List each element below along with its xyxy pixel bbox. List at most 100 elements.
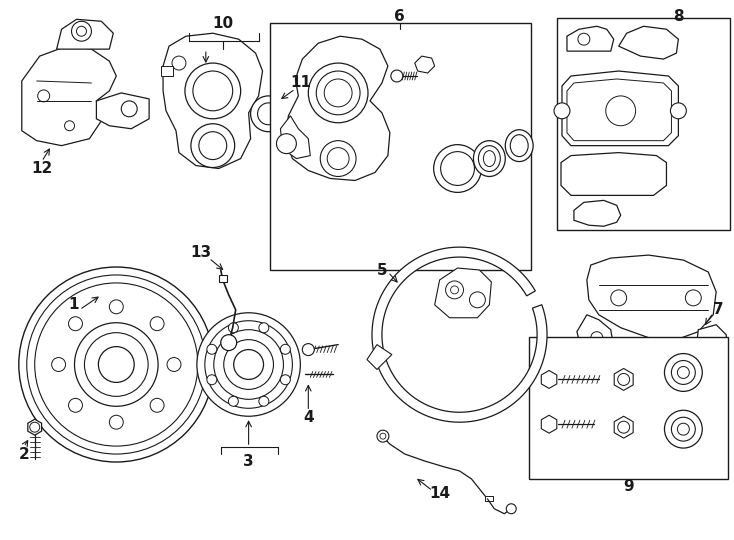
Polygon shape — [415, 56, 435, 73]
Circle shape — [277, 134, 297, 153]
Circle shape — [185, 63, 241, 119]
Circle shape — [578, 33, 590, 45]
Circle shape — [470, 292, 485, 308]
Polygon shape — [697, 325, 728, 361]
Circle shape — [705, 342, 715, 352]
Circle shape — [506, 504, 516, 514]
Circle shape — [34, 283, 198, 446]
Text: 5: 5 — [377, 262, 388, 278]
Circle shape — [302, 343, 314, 355]
Circle shape — [611, 290, 627, 306]
Circle shape — [434, 145, 482, 192]
Polygon shape — [541, 370, 557, 388]
Circle shape — [664, 410, 702, 448]
Polygon shape — [286, 36, 390, 180]
Circle shape — [280, 375, 291, 384]
Polygon shape — [567, 79, 672, 140]
Polygon shape — [435, 268, 491, 318]
Circle shape — [19, 267, 214, 462]
Circle shape — [109, 300, 123, 314]
Circle shape — [71, 21, 92, 41]
Circle shape — [391, 70, 403, 82]
Circle shape — [199, 132, 227, 160]
Ellipse shape — [505, 130, 533, 161]
Text: 9: 9 — [623, 480, 634, 495]
Text: 13: 13 — [190, 245, 211, 260]
Ellipse shape — [479, 146, 501, 172]
Polygon shape — [372, 247, 547, 422]
Circle shape — [207, 345, 217, 354]
Polygon shape — [567, 26, 614, 51]
Circle shape — [150, 317, 164, 330]
Circle shape — [554, 103, 570, 119]
Circle shape — [167, 357, 181, 372]
Polygon shape — [163, 33, 263, 168]
Text: 7: 7 — [713, 302, 724, 318]
Circle shape — [250, 96, 286, 132]
Ellipse shape — [510, 134, 528, 157]
Circle shape — [664, 354, 702, 391]
Circle shape — [440, 152, 474, 185]
Circle shape — [320, 140, 356, 177]
Circle shape — [686, 290, 701, 306]
Circle shape — [98, 347, 134, 382]
Polygon shape — [619, 26, 678, 59]
Polygon shape — [28, 419, 42, 435]
Circle shape — [193, 71, 233, 111]
Text: 10: 10 — [212, 16, 233, 31]
Circle shape — [677, 423, 689, 435]
Polygon shape — [280, 116, 310, 159]
Text: 1: 1 — [68, 298, 79, 312]
Circle shape — [214, 330, 283, 400]
Polygon shape — [562, 71, 678, 146]
Bar — [271, 23, 531, 270]
Circle shape — [224, 340, 274, 389]
Circle shape — [26, 275, 206, 454]
Circle shape — [228, 396, 239, 406]
Polygon shape — [541, 415, 557, 433]
Circle shape — [451, 286, 459, 294]
Circle shape — [197, 313, 300, 416]
Bar — [557, 18, 730, 230]
Circle shape — [316, 71, 360, 115]
Circle shape — [68, 317, 82, 330]
Circle shape — [207, 375, 217, 384]
Circle shape — [191, 124, 235, 167]
Circle shape — [446, 281, 463, 299]
Circle shape — [280, 345, 291, 354]
Circle shape — [76, 26, 87, 36]
Ellipse shape — [473, 140, 505, 177]
Text: 12: 12 — [31, 161, 52, 176]
Circle shape — [65, 121, 75, 131]
Polygon shape — [96, 93, 149, 129]
Circle shape — [677, 367, 689, 379]
Polygon shape — [577, 315, 614, 355]
Text: 14: 14 — [429, 487, 450, 501]
Circle shape — [221, 335, 236, 350]
Polygon shape — [57, 19, 113, 49]
Circle shape — [84, 333, 148, 396]
Circle shape — [670, 103, 686, 119]
Circle shape — [51, 357, 65, 372]
Polygon shape — [367, 345, 392, 369]
Polygon shape — [614, 368, 633, 390]
Circle shape — [233, 349, 264, 380]
Bar — [161, 66, 173, 76]
Circle shape — [37, 90, 50, 102]
Text: 4: 4 — [303, 410, 313, 425]
Circle shape — [258, 103, 280, 125]
Circle shape — [308, 63, 368, 123]
Circle shape — [75, 323, 158, 406]
Circle shape — [121, 101, 137, 117]
Text: 11: 11 — [290, 76, 310, 91]
Circle shape — [109, 415, 123, 429]
Circle shape — [150, 399, 164, 412]
Text: 6: 6 — [394, 9, 405, 24]
Bar — [219, 275, 227, 282]
Polygon shape — [574, 200, 621, 226]
Bar — [529, 336, 728, 479]
Circle shape — [606, 96, 636, 126]
Circle shape — [259, 323, 269, 333]
Polygon shape — [614, 416, 633, 438]
Circle shape — [672, 417, 695, 441]
